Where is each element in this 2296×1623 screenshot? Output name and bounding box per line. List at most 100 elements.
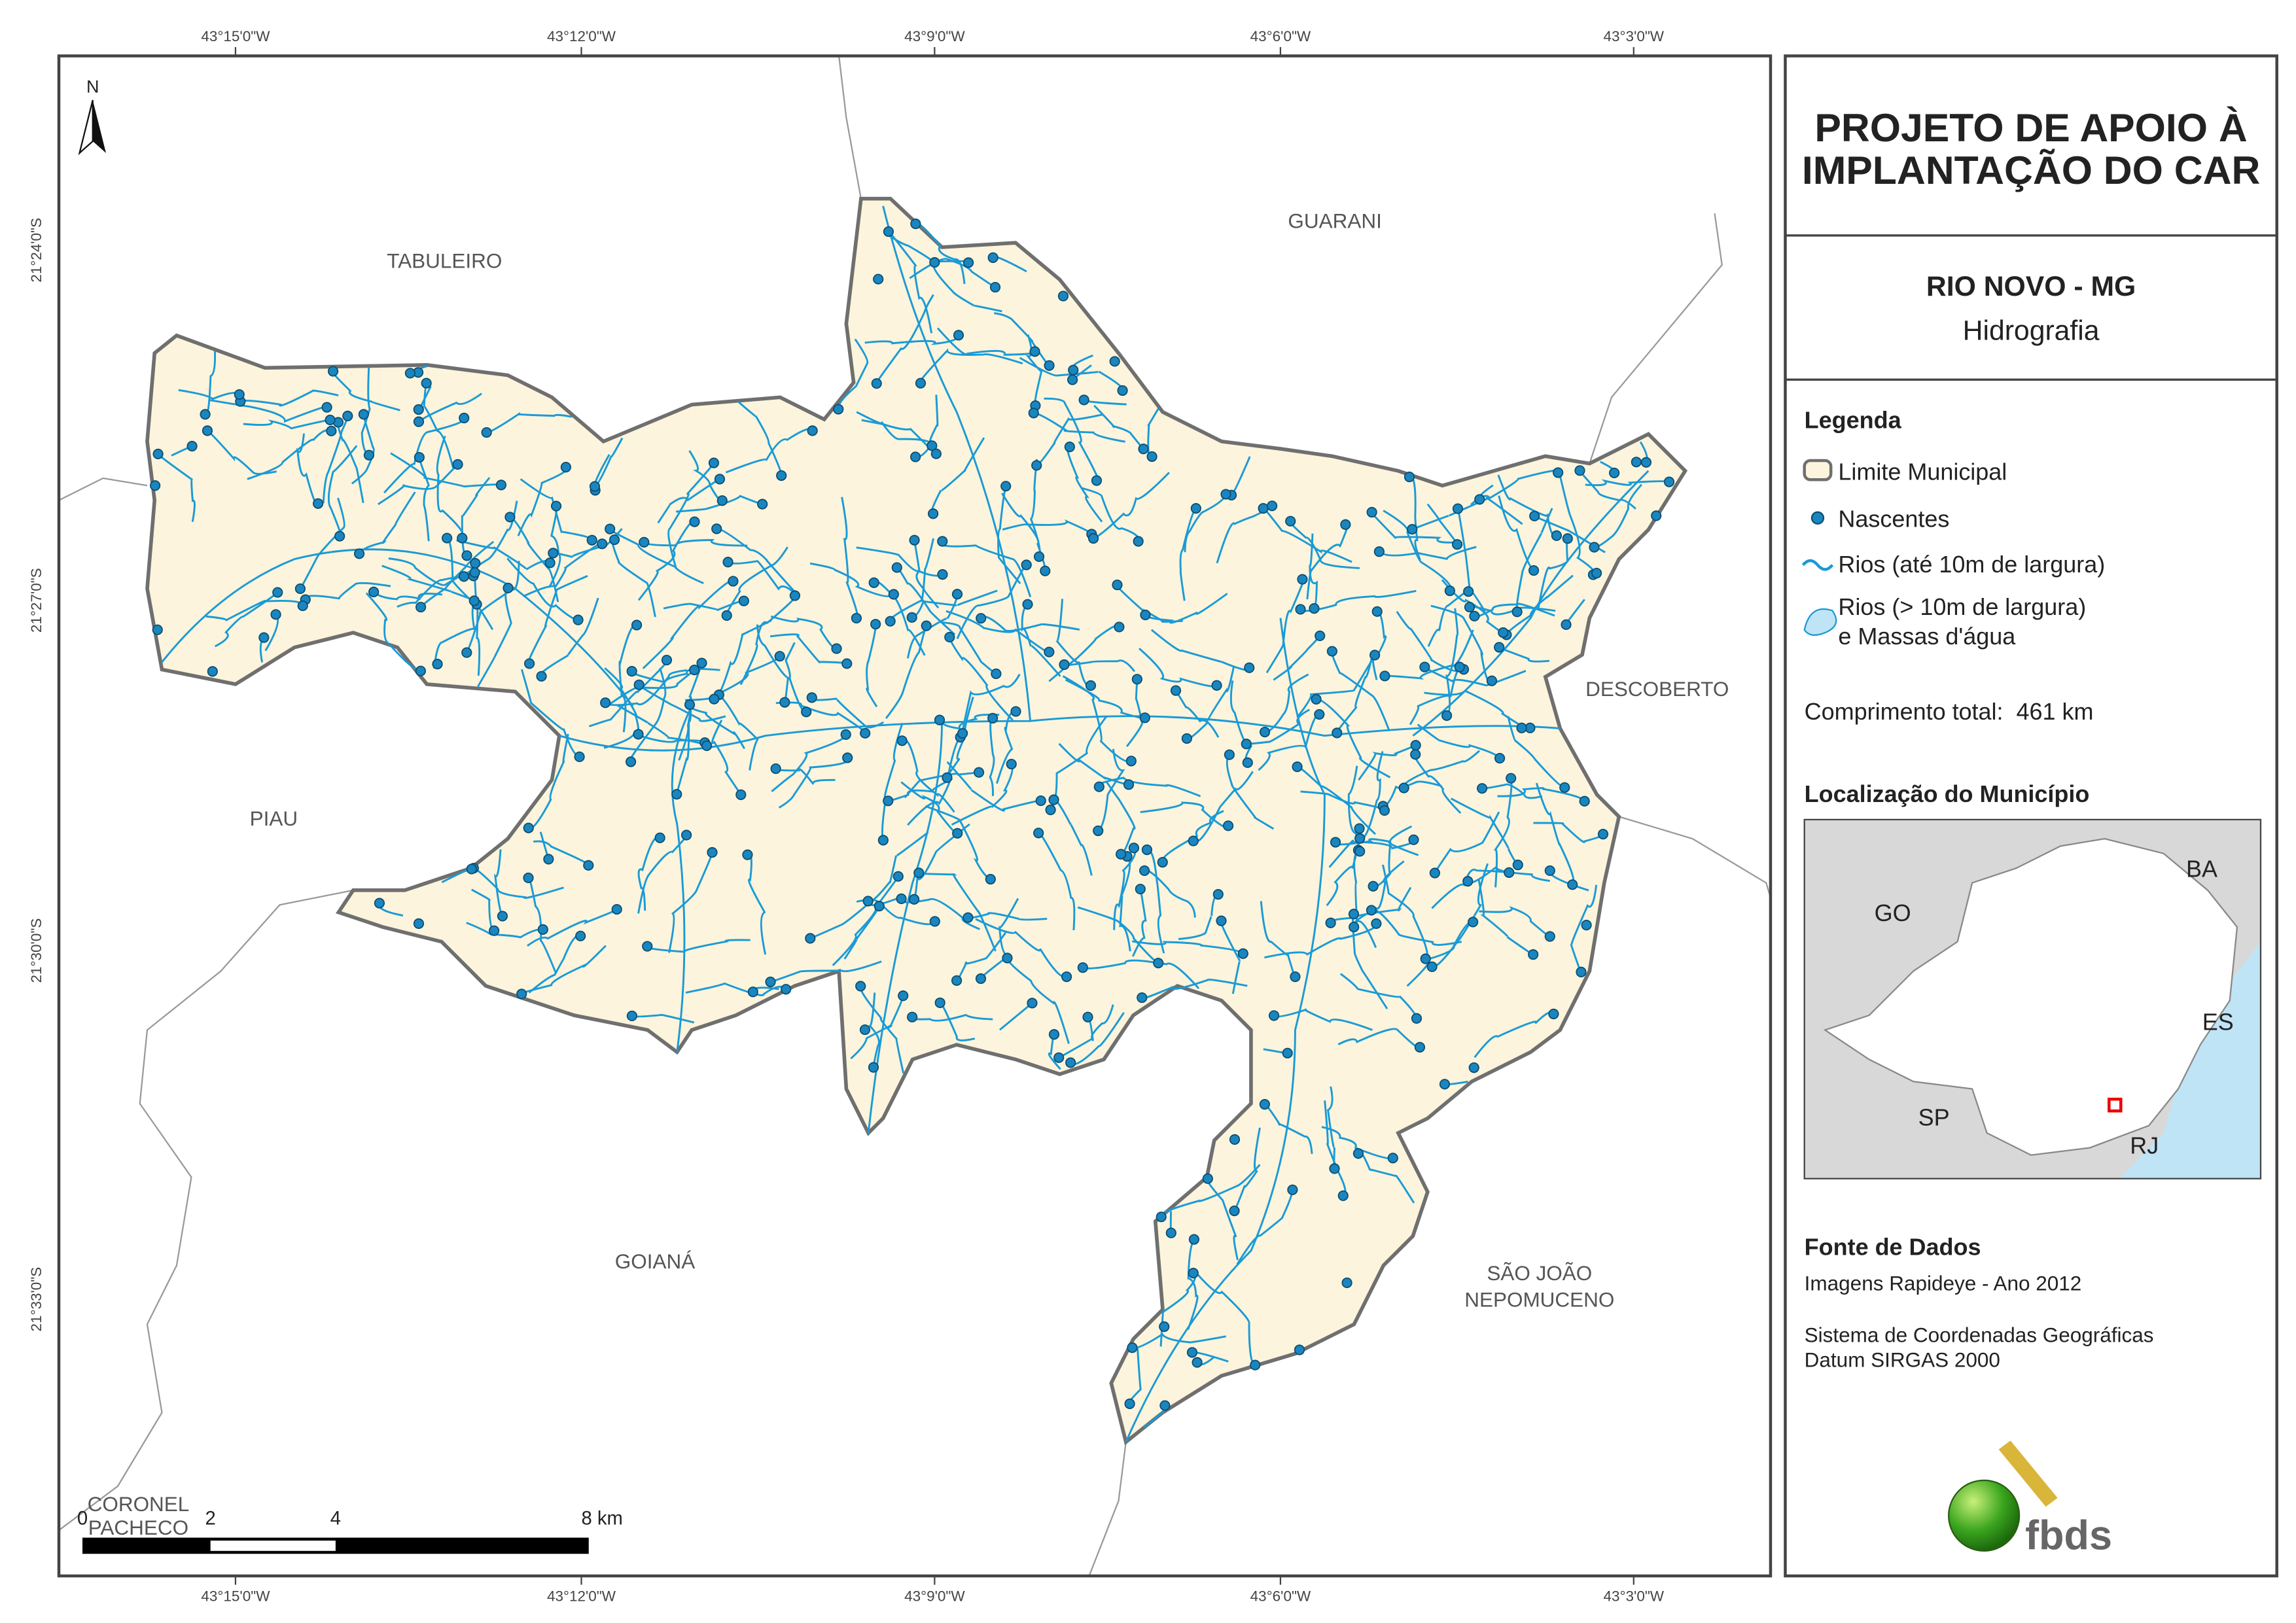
spring — [870, 619, 881, 630]
river — [643, 538, 748, 547]
river — [1570, 884, 1598, 974]
river — [911, 589, 998, 619]
river — [859, 985, 905, 1073]
river — [527, 876, 557, 973]
spring — [944, 631, 955, 643]
spring — [831, 643, 842, 654]
river — [769, 633, 848, 665]
river — [1431, 868, 1510, 909]
spring — [1061, 971, 1072, 983]
river — [1559, 476, 1596, 576]
logo-bar — [1998, 1440, 2058, 1507]
rivers — [157, 205, 1670, 1442]
spring — [536, 671, 547, 682]
spring — [1159, 1400, 1171, 1411]
river — [727, 560, 798, 596]
river — [494, 849, 504, 917]
spring — [976, 613, 987, 624]
spring — [1192, 1357, 1203, 1368]
river — [1585, 479, 1670, 487]
neighbor-name: GOIANÁ — [615, 1249, 695, 1273]
river — [239, 389, 339, 407]
river — [868, 992, 880, 1068]
spring — [1091, 475, 1103, 486]
spring — [859, 1024, 871, 1036]
spring — [1451, 539, 1463, 550]
river — [1481, 783, 1543, 799]
lon-label: 43°6'0"W — [1250, 28, 1311, 44]
spring — [1579, 795, 1590, 807]
river — [1192, 771, 1254, 843]
spring — [294, 583, 306, 595]
river — [889, 538, 934, 622]
spring — [597, 538, 608, 550]
river — [1316, 698, 1391, 778]
spring — [1330, 837, 1341, 848]
lon-label: 43°9'0"W — [904, 28, 965, 44]
river — [913, 540, 940, 609]
river — [932, 261, 1002, 313]
spring — [909, 534, 920, 546]
spring — [1589, 542, 1600, 553]
spring — [952, 828, 963, 839]
spring — [1462, 876, 1474, 887]
spring — [270, 609, 281, 620]
legend-swatch — [1803, 608, 1837, 636]
spring — [1190, 503, 1201, 514]
spring — [781, 984, 792, 995]
spring — [934, 714, 945, 725]
spring — [757, 498, 768, 510]
river — [685, 655, 781, 701]
spring — [921, 620, 932, 631]
lat-label: 21°24'0"S — [28, 218, 44, 283]
spring — [1368, 881, 1379, 892]
spring — [1348, 909, 1360, 920]
spring — [929, 916, 940, 927]
longitude-labels: 43°15'0"W 43°12'0"W 43°9'0"W 43°6'0"W 43… — [201, 28, 1664, 1604]
river — [1179, 507, 1197, 601]
spring — [326, 425, 337, 436]
spring — [631, 620, 643, 631]
spring — [186, 440, 198, 452]
spring — [1329, 1163, 1340, 1174]
legend-swatch — [1810, 511, 1825, 525]
north-label: N — [86, 77, 99, 97]
spring — [469, 567, 480, 578]
spring — [1553, 467, 1564, 478]
river — [520, 945, 607, 995]
spring — [1267, 500, 1278, 512]
river — [1186, 667, 1235, 741]
spring — [1366, 506, 1377, 518]
spring — [1512, 860, 1523, 871]
river — [881, 722, 904, 841]
spring — [1156, 1212, 1167, 1223]
inset-label: RJ — [2130, 1132, 2159, 1159]
spring — [272, 587, 283, 598]
spring — [1059, 659, 1070, 671]
spring — [1352, 1148, 1364, 1159]
legend-item: Limite Municipal — [1838, 458, 2007, 485]
river — [523, 542, 603, 597]
spring — [413, 416, 425, 427]
spring — [722, 557, 733, 568]
spring — [1379, 671, 1390, 682]
spring — [1474, 494, 1485, 505]
river — [885, 625, 928, 720]
springs — [150, 218, 1675, 1411]
river — [205, 599, 304, 621]
municipality: RIO NOVO - MG — [1926, 271, 2136, 302]
spring — [1244, 662, 1255, 673]
spring — [458, 571, 470, 582]
river — [1019, 357, 1124, 392]
spring — [973, 767, 985, 778]
river — [968, 912, 1048, 921]
river — [925, 805, 991, 881]
spring — [363, 449, 375, 461]
spring — [560, 462, 571, 473]
river — [1432, 863, 1489, 968]
inset-label: SP — [1918, 1104, 1950, 1131]
spring — [765, 976, 776, 988]
spring — [583, 860, 594, 871]
river — [1385, 629, 1474, 680]
location-title: Localização do Município — [1805, 780, 2090, 807]
